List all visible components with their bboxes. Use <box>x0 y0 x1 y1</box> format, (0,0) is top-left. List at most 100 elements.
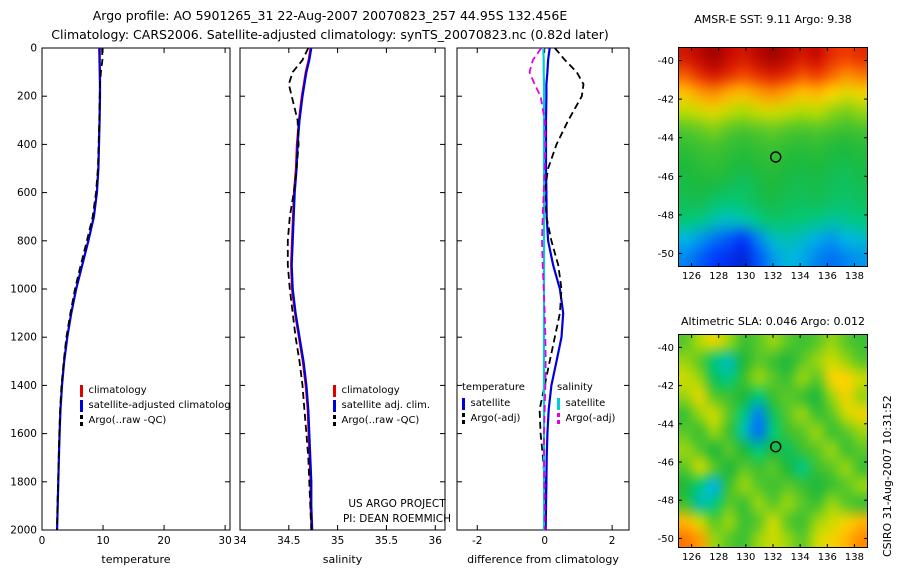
tick-label: -2 <box>472 535 482 547</box>
legend-item: climatology <box>80 383 230 398</box>
legend-item: satellite <box>557 396 615 411</box>
tick-label: 130 <box>736 552 755 563</box>
tick-label: 200 <box>17 91 37 103</box>
temp-argo-line-swatch <box>462 412 465 425</box>
legend-label: satellite <box>565 398 606 409</box>
sst-map-title: AMSR-E SST: 9.11 Argo: 9.38 <box>694 13 852 26</box>
climatology-line-swatch <box>80 384 83 397</box>
tick-label: 138 <box>845 552 864 563</box>
sal-satellite-line-swatch <box>557 397 560 410</box>
legend-label: satellite <box>470 398 511 409</box>
salinity-axis-label: salinity <box>322 553 363 566</box>
tick-label: 126 <box>682 552 701 563</box>
sst-map-frame <box>678 47 868 267</box>
sst-heatmap-canvas <box>678 47 868 267</box>
argo-raw-line-swatch <box>80 414 83 427</box>
sal-argo-line-swatch <box>557 412 560 425</box>
tick-label: 134 <box>791 552 810 563</box>
legend-item: Argo(..raw -QC) <box>80 413 230 428</box>
tick-label: 35 <box>331 535 344 547</box>
legend-column-header: salinity <box>557 382 593 393</box>
legend-label: satellite adj. clim. <box>341 400 431 411</box>
argo-raw-line-swatch <box>333 414 336 427</box>
series-temperature-satellite <box>544 47 565 531</box>
tick-label: -44 <box>658 419 674 430</box>
legend-item: Argo(-adj) <box>462 411 525 426</box>
tick-label: -46 <box>658 458 674 469</box>
tick-label: 400 <box>17 139 37 151</box>
tick-label: 20 <box>157 535 170 547</box>
tick-label: 600 <box>17 187 37 199</box>
tick-label: 128 <box>709 552 728 563</box>
figure-title-line1: Argo profile: AO 5901265_31 22-Aug-2007 … <box>92 8 568 23</box>
series-salinity-argo-adj <box>528 47 547 530</box>
tick-label: 800 <box>17 235 37 247</box>
legend-item: satellite-adjusted climatology <box>80 398 230 413</box>
legend-item: climatology <box>333 383 430 398</box>
legend-label: Argo(..raw -QC) <box>341 415 420 426</box>
tick-label: 0 <box>30 43 37 55</box>
tick-label: -40 <box>658 56 674 67</box>
legend-label: Argo(-adj) <box>565 413 616 424</box>
tick-label: 132 <box>763 552 782 563</box>
salinity-legend: climatology satellite adj. clim. Argo(..… <box>333 383 430 428</box>
tick-label: 1800 <box>10 476 37 488</box>
series-climatology <box>290 47 313 531</box>
series-satellite-adjusted-climatology <box>56 48 102 531</box>
difference-axis-label: difference from climatology <box>467 553 619 566</box>
legend-item: Argo(..raw -QC) <box>333 413 430 428</box>
tick-label: 126 <box>682 271 701 282</box>
tick-label: -42 <box>658 381 674 392</box>
sla-map-frame <box>678 334 868 548</box>
temp-satellite-line-swatch <box>462 397 465 410</box>
tick-label: -46 <box>658 172 674 183</box>
tick-label: 0 <box>541 535 548 547</box>
series-argo-raw-qc <box>286 47 313 531</box>
legend-label: satellite-adjusted climatology <box>88 400 231 411</box>
difference-legend-temperature-column: temperature satellite Argo(-adj) <box>462 382 525 426</box>
legend-item: satellite <box>462 396 525 411</box>
series-climatology <box>56 47 101 531</box>
tick-label: 34.5 <box>277 535 300 547</box>
tick-label: 10 <box>96 535 109 547</box>
tick-label: 30 <box>218 535 231 547</box>
legend-column-header: temperature <box>462 382 525 393</box>
legend-item: Argo(-adj) <box>557 411 615 426</box>
tick-label: 1200 <box>10 332 37 344</box>
tick-label: 1000 <box>10 284 37 296</box>
project-credit: US ARGO PROJECT PI: DEAN ROEMMICH <box>318 497 476 527</box>
tick-label: 2 <box>609 535 616 547</box>
tick-label: -48 <box>658 496 674 507</box>
tick-label: 136 <box>818 271 837 282</box>
tick-label: 130 <box>736 271 755 282</box>
tick-label: 136 <box>818 552 837 563</box>
tick-label: 128 <box>709 271 728 282</box>
tick-label: -50 <box>658 534 674 545</box>
climatology-line-swatch <box>333 384 336 397</box>
legend-item: satellite adj. clim. <box>333 398 430 413</box>
argo-position-marker <box>770 151 782 163</box>
tick-label: 2000 <box>10 525 37 537</box>
argo-position-marker <box>770 441 782 453</box>
tick-label: 134 <box>791 271 810 282</box>
tick-label: 34 <box>233 535 247 547</box>
tick-label: 35.5 <box>375 535 398 547</box>
csiro-timestamp: CSIRO 31-Aug-2007 10:31:52 <box>881 395 894 557</box>
tick-label: -48 <box>658 210 674 221</box>
tick-label: -50 <box>658 249 674 260</box>
tick-label: -44 <box>658 133 674 144</box>
temperature-profile-frame <box>41 47 231 531</box>
tick-label: 138 <box>845 271 864 282</box>
series-temperature-argo-adj <box>538 47 585 530</box>
legend-label: climatology <box>88 385 147 396</box>
satellite-adjusted-line-swatch <box>333 399 336 412</box>
sla-heatmap-canvas <box>678 334 868 548</box>
salinity-profile-frame <box>239 47 446 531</box>
series-satellite-adj-clim- <box>290 47 314 531</box>
temperature-legend: climatology satellite-adjusted climatolo… <box>80 383 230 428</box>
satellite-adjusted-line-swatch <box>80 399 83 412</box>
legend-label: Argo(..raw -QC) <box>88 415 167 426</box>
tick-label: -40 <box>658 343 674 354</box>
